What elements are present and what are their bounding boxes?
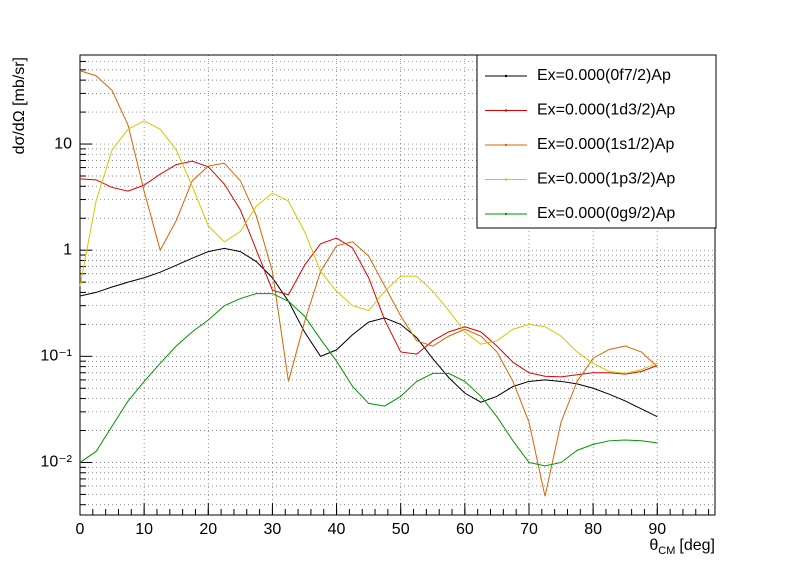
x-tick-label: 60 <box>456 521 474 538</box>
x-tick-label: 20 <box>199 521 217 538</box>
series-line <box>79 160 658 378</box>
x-tick-label: 90 <box>648 521 666 538</box>
series-line <box>79 247 658 418</box>
x-label-symbol: θ <box>649 537 658 554</box>
legend-label: Ex=0.000(0f7/2)Ap <box>537 67 671 84</box>
y-tick-label: 10 <box>54 135 72 152</box>
x-tick-label: 40 <box>328 521 346 538</box>
x-tick-label: 30 <box>264 521 282 538</box>
y-tick-label: 10⁻² <box>40 454 72 471</box>
y-tick-label: 10⁻¹ <box>40 348 72 365</box>
legend-marker <box>504 178 508 181</box>
legend-marker <box>504 109 508 112</box>
legend-label: Ex=0.000(1d3/2)Ap <box>537 102 675 119</box>
x-axis-label: θCM [deg] <box>649 537 715 557</box>
series-line <box>79 120 658 374</box>
series-line <box>79 293 658 467</box>
x-tick-label: 10 <box>135 521 153 538</box>
series-line <box>79 70 658 497</box>
y-tick-label: 1 <box>63 241 72 258</box>
x-tick-label: 70 <box>520 521 538 538</box>
legend-marker <box>504 143 508 147</box>
x-label-subscript: CM <box>658 545 675 557</box>
x-tick-label: 0 <box>76 521 85 538</box>
legend-label: Ex=0.000(1p3/2)Ap <box>537 171 675 188</box>
x-tick-label: 50 <box>392 521 410 538</box>
legend-label: Ex=0.000(1s1/2)Ap <box>537 136 675 153</box>
legend-box <box>476 54 717 229</box>
x-label-unit: [deg] <box>679 537 715 554</box>
legend-marker <box>504 212 508 216</box>
legend-label: Ex=0.000(0g9/2)Ap <box>537 205 675 222</box>
y-axis-label: dσ/dΩ [mb/sr] <box>11 57 28 154</box>
legend-marker <box>504 74 508 78</box>
x-tick-label: 80 <box>584 521 602 538</box>
